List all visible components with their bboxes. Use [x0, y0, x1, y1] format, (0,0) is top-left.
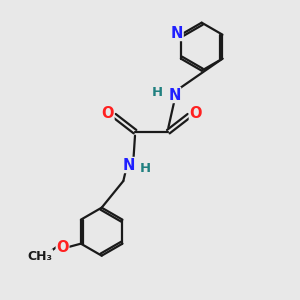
- Text: H: H: [152, 86, 163, 99]
- Text: O: O: [101, 106, 114, 121]
- Text: H: H: [140, 162, 151, 175]
- Text: O: O: [56, 239, 69, 254]
- Text: N: N: [171, 26, 183, 40]
- Text: CH₃: CH₃: [27, 250, 52, 263]
- Text: N: N: [122, 158, 134, 172]
- Text: O: O: [189, 106, 202, 121]
- Text: N: N: [168, 88, 181, 103]
